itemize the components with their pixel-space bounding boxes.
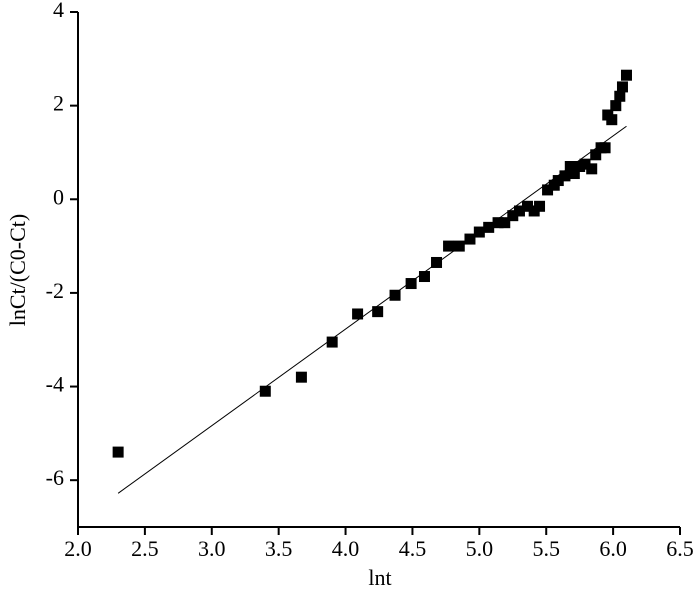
point xyxy=(513,205,525,217)
x-tick-label: 3.5 xyxy=(265,536,293,561)
y-tick-label: -6 xyxy=(46,465,64,490)
point xyxy=(326,336,338,348)
x-axis-label: lnt xyxy=(368,565,391,590)
point xyxy=(453,240,465,252)
x-tick-label: 3.0 xyxy=(198,536,226,561)
point xyxy=(492,217,504,229)
x-tick-label: 5.0 xyxy=(466,536,494,561)
point xyxy=(431,256,443,268)
point xyxy=(483,221,495,233)
point xyxy=(499,217,511,229)
x-tick-label: 4.0 xyxy=(332,536,360,561)
point xyxy=(405,278,417,290)
point xyxy=(590,149,602,161)
point xyxy=(443,240,455,252)
y-tick-label: -4 xyxy=(46,372,64,397)
point xyxy=(534,200,546,212)
y-tick-label: 2 xyxy=(53,91,64,116)
point xyxy=(259,385,271,397)
y-tick-label: 0 xyxy=(53,184,64,209)
point xyxy=(418,271,430,283)
point xyxy=(389,289,401,301)
x-tick-label: 4.5 xyxy=(399,536,427,561)
y-tick-label: 4 xyxy=(53,0,64,22)
y-tick-label: -2 xyxy=(46,278,64,303)
point xyxy=(372,306,384,318)
point xyxy=(464,233,476,245)
point xyxy=(620,69,632,81)
point xyxy=(552,175,564,187)
point xyxy=(521,200,533,212)
point xyxy=(610,100,622,112)
point xyxy=(599,142,611,154)
point xyxy=(295,371,307,383)
point xyxy=(559,170,571,182)
x-tick-label: 6.5 xyxy=(666,536,694,561)
point xyxy=(507,210,519,222)
point xyxy=(606,114,618,126)
point xyxy=(112,446,124,458)
x-tick-label: 2.5 xyxy=(131,536,159,561)
point xyxy=(568,168,580,180)
point xyxy=(473,226,485,238)
point xyxy=(586,163,598,175)
y-axis-label: lnCt/(C0-Ct) xyxy=(5,214,30,326)
point xyxy=(564,161,576,172)
point xyxy=(579,158,591,170)
point xyxy=(616,81,628,93)
point xyxy=(542,184,554,196)
x-tick-label: 6.0 xyxy=(599,536,627,561)
x-tick-label: 2.0 xyxy=(64,536,92,561)
point xyxy=(352,308,364,320)
point xyxy=(614,90,626,102)
x-tick-label: 5.5 xyxy=(532,536,560,561)
